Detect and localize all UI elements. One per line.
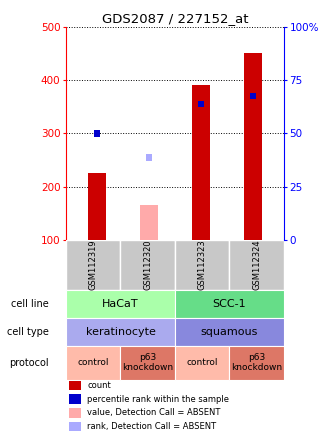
Text: protocol: protocol	[9, 358, 49, 368]
Bar	[175, 290, 284, 318]
Bar	[198, 101, 204, 107]
Bar	[192, 85, 210, 240]
Bar	[175, 318, 284, 346]
Text: keratinocyte: keratinocyte	[85, 327, 155, 337]
Text: GSM112319: GSM112319	[89, 240, 98, 290]
Text: control: control	[78, 358, 109, 367]
Bar	[120, 240, 175, 290]
Text: GSM112324: GSM112324	[252, 240, 261, 290]
Bar	[146, 154, 152, 161]
Text: count: count	[87, 381, 111, 390]
Bar	[229, 346, 284, 380]
Bar	[88, 173, 106, 240]
Text: p63
knockdown: p63 knockdown	[122, 353, 173, 373]
Text: HaCaT: HaCaT	[102, 299, 139, 309]
Text: squamous: squamous	[201, 327, 258, 337]
Text: control: control	[186, 358, 218, 367]
Bar	[69, 422, 81, 431]
Text: p63
knockdown: p63 knockdown	[231, 353, 282, 373]
Text: GSM112323: GSM112323	[198, 240, 207, 290]
Text: cell line: cell line	[11, 299, 49, 309]
Bar	[69, 394, 81, 404]
Bar	[244, 53, 262, 240]
Bar	[66, 290, 175, 318]
Text: SCC-1: SCC-1	[213, 299, 246, 309]
Bar	[69, 381, 81, 390]
Bar	[175, 346, 229, 380]
Text: GSM112320: GSM112320	[143, 240, 152, 290]
Title: GDS2087 / 227152_at: GDS2087 / 227152_at	[102, 12, 248, 25]
Bar	[249, 93, 256, 99]
Bar	[66, 346, 120, 380]
Text: percentile rank within the sample: percentile rank within the sample	[87, 395, 229, 404]
Bar	[69, 408, 81, 418]
Text: value, Detection Call = ABSENT: value, Detection Call = ABSENT	[87, 408, 221, 417]
Bar	[140, 205, 158, 240]
Bar	[94, 130, 100, 136]
Bar	[175, 240, 229, 290]
Bar	[120, 346, 175, 380]
Text: rank, Detection Call = ABSENT: rank, Detection Call = ABSENT	[87, 422, 216, 431]
Bar	[66, 318, 175, 346]
Bar	[66, 240, 120, 290]
Text: cell type: cell type	[7, 327, 49, 337]
Bar	[229, 240, 284, 290]
